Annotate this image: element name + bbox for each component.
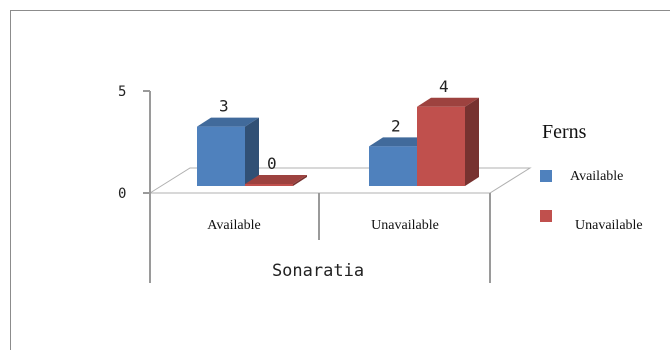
bar-front	[197, 126, 245, 186]
data-label-unavailable-available: 2	[391, 116, 401, 135]
bar-side	[465, 97, 479, 186]
y-tick-label-bottom: 0	[118, 186, 126, 202]
legend-swatch-available	[540, 170, 552, 182]
data-label-available-unavailable: 0	[267, 154, 277, 173]
legend-label-available: Available	[570, 169, 623, 184]
bar-front	[369, 146, 417, 186]
bar-available-available	[197, 117, 259, 186]
chart-frame	[10, 10, 670, 350]
category-label-available: Available	[207, 218, 260, 233]
category-label-unavailable: Unavailable	[371, 218, 439, 233]
category-grid	[149, 193, 491, 283]
bar-unavailable-unavailable	[417, 97, 479, 186]
bar-front	[417, 106, 465, 186]
legend-label-unavailable: Unavailable	[575, 218, 643, 233]
bar-available-unavailable	[245, 175, 307, 186]
bar-top	[197, 117, 259, 127]
legend-swatch-unavailable	[540, 210, 552, 222]
data-labels-group: 3 0 2 4	[219, 77, 449, 173]
bar-front	[245, 184, 293, 186]
bars-group	[197, 97, 479, 186]
data-label-available-available: 3	[219, 97, 229, 116]
legend-title: Ferns	[542, 121, 587, 143]
bar-top	[417, 97, 479, 107]
data-label-unavailable-unavailable: 4	[439, 77, 449, 96]
x-axis-group-label: Sonaratia	[272, 261, 364, 281]
y-tick-label-top: 5	[118, 84, 126, 100]
bar-top	[245, 175, 307, 184]
bar-side	[245, 117, 259, 186]
bar-top	[369, 137, 431, 147]
bar-side	[293, 175, 307, 186]
